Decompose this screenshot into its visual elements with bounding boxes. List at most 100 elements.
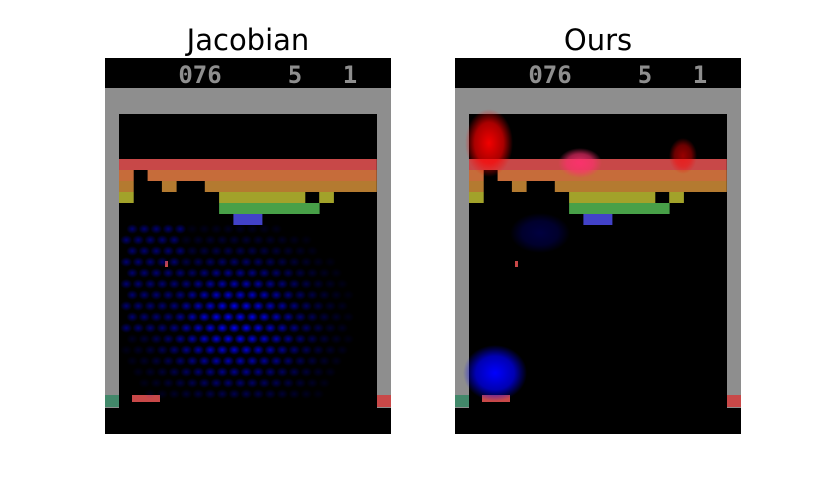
jacobian-brick — [276, 181, 291, 192]
jacobian-saliency-dot — [306, 290, 318, 300]
jacobian-brick — [248, 203, 263, 214]
jacobian-brick — [205, 181, 220, 192]
jacobian-saliency-dot — [342, 334, 354, 344]
jacobian-saliency-dot — [126, 334, 138, 344]
jacobian-saliency-dot — [240, 279, 252, 289]
jacobian-brick — [219, 203, 234, 214]
jacobian-saliency-dot — [276, 279, 288, 289]
jacobian-saliency-dot — [300, 257, 312, 267]
jacobian-saliency-dot — [318, 356, 330, 366]
jacobian-saliency-dot — [306, 378, 318, 388]
jacobian-brick — [305, 170, 320, 181]
jacobian-saliency-dot — [324, 301, 336, 311]
jacobian-saliency-dot — [264, 367, 276, 377]
game-frame-ours: 076 5 1 — [455, 58, 741, 434]
jacobian-saliency-dot — [132, 345, 144, 355]
jacobian-saliency-dot — [198, 268, 210, 278]
ours-brick — [569, 181, 584, 192]
jacobian-brick — [205, 170, 220, 181]
jacobian-saliency-dot — [138, 378, 150, 388]
jacobian-saliency-dot — [162, 224, 174, 234]
jacobian-saliency-dot — [216, 235, 228, 245]
jacobian-saliency-dot — [324, 345, 336, 355]
ours-brick — [655, 159, 670, 170]
jacobian-saliency-dot — [300, 389, 312, 399]
jacobian-saliency-dot — [186, 356, 198, 366]
jacobian-saliency-dot — [324, 279, 336, 289]
ours-brick — [626, 181, 641, 192]
ours-brick — [555, 181, 570, 192]
jacobian-brick — [291, 192, 306, 203]
jacobian-brick — [119, 159, 134, 170]
ours-brick — [598, 192, 613, 203]
breakout-screen-ours: 076 5 1 — [455, 58, 741, 434]
jacobian-saliency-dot — [270, 334, 282, 344]
jacobian-saliency-dot — [312, 279, 324, 289]
jacobian-saliency-dot — [204, 367, 216, 377]
jacobian-saliency-dot — [240, 301, 252, 311]
jacobian-brick — [262, 192, 277, 203]
jacobian-saliency-dot — [222, 356, 234, 366]
jacobian-saliency-dot — [252, 235, 264, 245]
jacobian-brick — [276, 159, 291, 170]
jacobian-saliency-dot — [240, 345, 252, 355]
jacobian-saliency-dot — [276, 367, 288, 377]
jacobian-saliency-dot — [252, 345, 264, 355]
jacobian-saliency-dot — [162, 356, 174, 366]
jacobian-saliency-dot — [336, 301, 348, 311]
ours-brick — [641, 181, 656, 192]
breakout-screen-jacobian: 076 5 1 — [105, 58, 391, 434]
jacobian-saliency-dot — [282, 312, 294, 322]
jacobian-saliency-dot — [294, 334, 306, 344]
jacobian-saliency-dot — [270, 356, 282, 366]
jacobian-saliency-dot — [276, 345, 288, 355]
jacobian-saliency-dot — [126, 290, 138, 300]
jacobian-saliency-dot — [132, 257, 144, 267]
jacobian-saliency-dot — [180, 323, 192, 333]
jacobian-saliency-dot — [234, 312, 246, 322]
jacobian-saliency-dot — [258, 224, 270, 234]
jacobian-brick — [334, 170, 349, 181]
jacobian-brick — [276, 170, 291, 181]
ours-brick — [526, 159, 541, 170]
jacobian-saliency-dot — [180, 367, 192, 377]
jacobian-saliency-dot — [192, 367, 204, 377]
jacobian-saliency-dot — [126, 246, 138, 256]
ours-brick — [469, 192, 484, 203]
jacobian-saliency-dot — [252, 279, 264, 289]
ours-brick — [541, 159, 556, 170]
jacobian-left-wall — [105, 88, 119, 408]
ours-right-wall — [727, 88, 741, 408]
jacobian-saliency-dot — [162, 290, 174, 300]
ours-brick — [712, 170, 727, 181]
jacobian-saliency-dot — [120, 345, 132, 355]
jacobian-saliency-dot — [192, 389, 204, 399]
jacobian-saliency-dot — [144, 323, 156, 333]
jacobian-saliency-dot — [150, 312, 162, 322]
jacobian-saliency-dot — [276, 389, 288, 399]
jacobian-brick — [291, 181, 306, 192]
jacobian-saliency-dot — [120, 279, 132, 289]
jacobian-saliency-dot — [198, 378, 210, 388]
jacobian-saliency-dot — [294, 312, 306, 322]
ours-brick — [526, 170, 541, 181]
jacobian-brick — [276, 192, 291, 203]
jacobian-saliency-dot — [330, 334, 342, 344]
jacobian-saliency-dot — [288, 367, 300, 377]
jacobian-saliency-dot — [234, 334, 246, 344]
jacobian-brick — [262, 181, 277, 192]
jacobian-saliency-dot — [288, 257, 300, 267]
jacobian-saliency-dot — [156, 257, 168, 267]
jacobian-saliency-dot — [132, 323, 144, 333]
jacobian-saliency-dot — [306, 312, 318, 322]
jacobian-saliency-dot — [312, 367, 324, 377]
jacobian-saliency-dot — [330, 290, 342, 300]
jacobian-saliency-dot — [258, 334, 270, 344]
game-frame-jacobian: 076 5 1 — [105, 58, 391, 434]
jacobian-saliency-dot — [162, 378, 174, 388]
jacobian-saliency-dot — [258, 356, 270, 366]
jacobian-saliency-dot — [228, 367, 240, 377]
jacobian-saliency-dot — [192, 301, 204, 311]
jacobian-saliency-dot — [180, 257, 192, 267]
jacobian-right-wall — [377, 88, 391, 408]
